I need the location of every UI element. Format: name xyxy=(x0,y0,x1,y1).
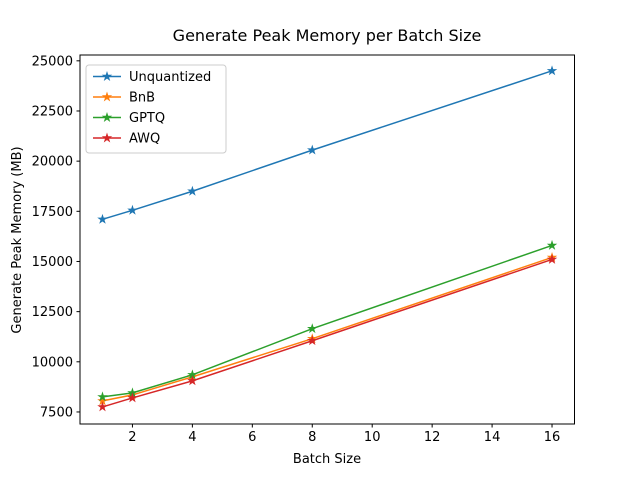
legend-entry-unquantized: Unquantized xyxy=(93,70,211,85)
x-tick-label: 6 xyxy=(248,430,256,445)
x-tick-label: 4 xyxy=(188,430,196,445)
plot-line-bnb xyxy=(102,256,553,402)
legend-star-icon xyxy=(101,132,113,143)
legend-star-icon xyxy=(101,91,113,102)
data-point-bnb xyxy=(97,395,108,406)
y-tick-label: 12500 xyxy=(32,305,73,320)
data-point-unquantized xyxy=(546,65,558,76)
legend-star-icon xyxy=(101,71,113,81)
y-tick-label: 17500 xyxy=(32,205,73,220)
data-point-gptq xyxy=(127,387,138,398)
data-point-awq xyxy=(97,401,108,412)
legend-label: GPTQ xyxy=(129,111,165,126)
y-tick-label: 22500 xyxy=(32,104,73,119)
chart-title: Generate Peak Memory per Batch Size xyxy=(173,26,482,45)
legend-label: BnB xyxy=(129,91,155,106)
data-point-unquantized xyxy=(307,144,318,155)
x-tick-label: 8 xyxy=(308,430,316,445)
x-tick-label: 12 xyxy=(424,430,441,445)
data-series xyxy=(97,65,558,412)
x-tick-label: 10 xyxy=(364,430,381,445)
legend: Unquantized BnB GPTQ AWQ xyxy=(85,64,227,154)
legend-star-icon xyxy=(101,112,113,122)
data-point-unquantized xyxy=(187,185,198,196)
x-tick-label: 16 xyxy=(544,430,561,445)
data-point-gptq xyxy=(187,369,198,380)
y-tick-label: 15000 xyxy=(32,255,73,270)
data-point-awq xyxy=(187,375,198,386)
x-tick-label: 14 xyxy=(484,430,501,445)
data-point-unquantized xyxy=(97,213,108,224)
legend-entry-awq: AWQ xyxy=(93,132,160,147)
y-tick-label: 10000 xyxy=(32,355,73,370)
axis-ticks: 2 4 6 8 10 12 14 16 7500 10000 12500 15000 17500 2000… xyxy=(32,54,561,445)
data-point-gptq xyxy=(546,239,558,250)
x-tick-label: 2 xyxy=(128,430,136,445)
legend-box xyxy=(85,64,227,154)
data-point-gptq xyxy=(307,323,318,334)
plot-line-gptq xyxy=(102,244,553,398)
legend-label: AWQ xyxy=(129,132,160,147)
plot-frame xyxy=(79,54,575,425)
legend-label: Unquantized xyxy=(129,70,211,85)
data-point-awq xyxy=(127,392,138,403)
data-point-gptq xyxy=(97,391,108,402)
data-point-unquantized xyxy=(127,204,138,215)
y-tick-label: 20000 xyxy=(32,155,73,170)
y-tick-label: 25000 xyxy=(32,54,73,69)
legend-entry-gptq: GPTQ xyxy=(93,111,165,126)
y-axis-label: Generate Peak Memory (MB) xyxy=(10,146,25,333)
data-point-awq xyxy=(546,253,558,264)
legend-entry-bnb: BnB xyxy=(93,91,155,106)
x-axis-label: Batch Size xyxy=(293,452,361,467)
y-tick-label: 7500 xyxy=(40,405,73,420)
data-point-awq xyxy=(307,335,318,346)
